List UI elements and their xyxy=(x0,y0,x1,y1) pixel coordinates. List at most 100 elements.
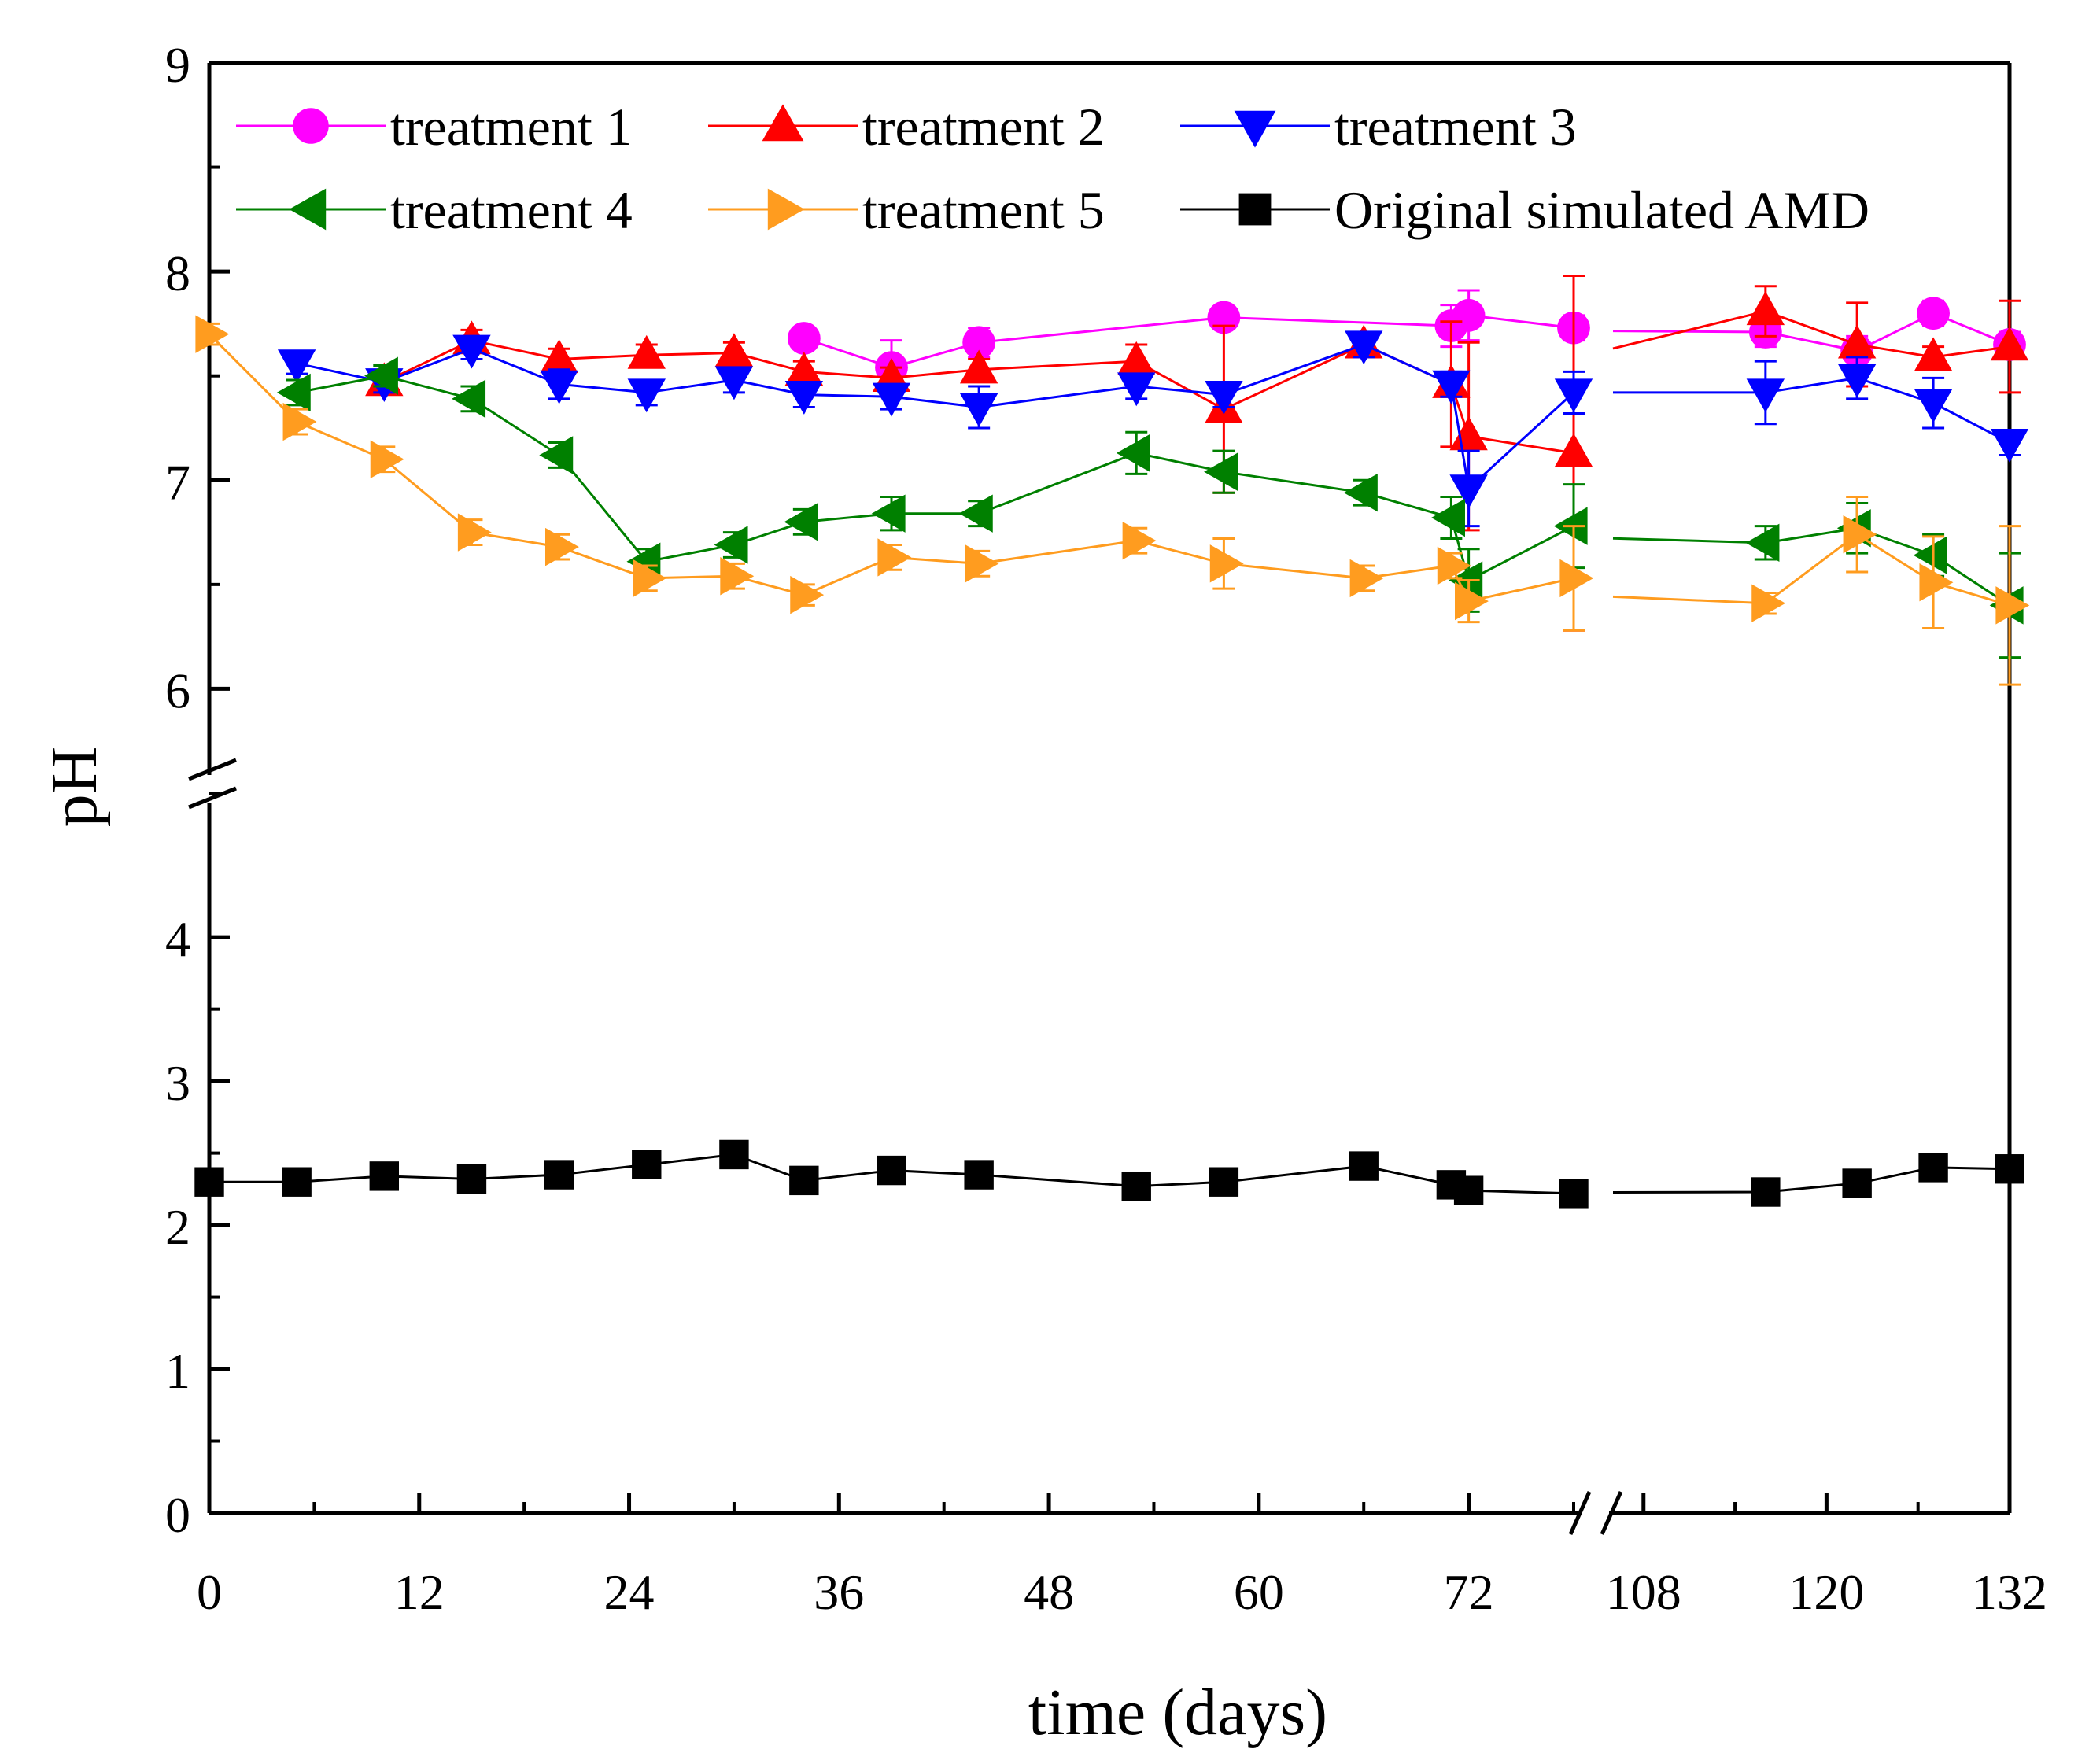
data-point-triangle-left xyxy=(539,436,574,474)
legend-item-original-simulated-amd: Original simulated AMD xyxy=(1180,180,1869,240)
data-point-triangle-right xyxy=(965,544,999,583)
data-point-triangle-down xyxy=(784,380,824,415)
data-point-triangle-left xyxy=(364,356,398,395)
series-line xyxy=(1612,533,2010,607)
data-point-triangle-up xyxy=(1990,327,2029,361)
data-point-triangle-down xyxy=(1205,380,1243,415)
data-point-triangle-down xyxy=(627,378,666,413)
legend-label: treatment 2 xyxy=(862,97,1105,157)
data-point-square xyxy=(719,1139,749,1170)
x-tick-label: 36 xyxy=(814,1564,864,1620)
series-line xyxy=(1612,1166,2010,1194)
data-point-triangle-right xyxy=(1437,546,1471,585)
data-point-square xyxy=(369,1161,400,1191)
legend-item-treatment-5: treatment 5 xyxy=(708,180,1105,240)
y-tick-label: 4 xyxy=(165,911,190,967)
x-tick-label: 0 xyxy=(197,1564,222,1620)
data-point-triangle-right xyxy=(877,538,912,577)
y-break-mark-2 xyxy=(188,786,237,810)
series-treatment-3 xyxy=(277,330,2029,528)
data-point-triangle-up xyxy=(540,339,578,374)
y-axis-label: pH xyxy=(38,747,111,828)
data-point-square xyxy=(1453,1175,1484,1205)
data-point-triangle-right xyxy=(790,575,825,614)
series-line xyxy=(1612,526,2010,607)
data-point-triangle-right xyxy=(1559,559,1594,598)
legend-item-treatment-3: treatment 3 xyxy=(1180,97,1577,157)
data-point-square xyxy=(282,1167,312,1197)
data-point-triangle-down xyxy=(452,334,491,369)
data-point-triangle-left xyxy=(714,526,748,564)
data-point-triangle-down xyxy=(1914,389,1953,423)
data-point-triangle-left xyxy=(1343,473,1378,512)
data-point-triangle-down xyxy=(1432,370,1471,404)
data-point-triangle-up xyxy=(959,349,998,384)
data-point-triangle-down xyxy=(277,349,316,384)
y-tick-label: 3 xyxy=(165,1055,190,1111)
data-point-triangle-left xyxy=(1116,434,1150,473)
data-point-circle xyxy=(962,326,996,360)
y-break-mark-1 xyxy=(188,758,237,781)
data-point-square xyxy=(1238,193,1272,226)
x-tick-label: 108 xyxy=(1606,1564,1681,1620)
y-tick-label: 6 xyxy=(165,662,190,718)
x-tick-label: 12 xyxy=(394,1564,445,1620)
data-point-triangle-up xyxy=(1914,337,1953,371)
data-point-triangle-left xyxy=(1913,536,1947,574)
data-point-triangle-right xyxy=(457,513,492,552)
data-point-triangle-down xyxy=(1837,364,1877,398)
data-point-triangle-left xyxy=(289,188,327,231)
data-point-triangle-left xyxy=(276,373,311,412)
data-point-triangle-right xyxy=(1995,586,2030,625)
series-original-simulated-amd xyxy=(194,1139,2024,1209)
data-point-triangle-left xyxy=(784,503,818,541)
series-layer xyxy=(194,274,2030,1209)
data-point-triangle-right xyxy=(1751,584,1786,622)
data-point-triangle-up xyxy=(627,334,666,369)
data-point-triangle-left xyxy=(452,379,486,419)
data-point-triangle-right xyxy=(195,315,230,353)
y-tick-label: 8 xyxy=(165,245,190,301)
y-tick-label: 0 xyxy=(165,1487,190,1543)
legend: treatment 1 treatment 2 treatment 3 treatme… xyxy=(236,97,1869,240)
data-point-triangle-right xyxy=(767,188,805,231)
data-point-triangle-up xyxy=(714,333,754,367)
data-point-triangle-up xyxy=(784,352,824,386)
series-line xyxy=(1613,376,2010,444)
legend-item-treatment-2: treatment 2 xyxy=(708,97,1105,157)
data-point-triangle-right xyxy=(370,440,404,478)
legend-label: Original simulated AMD xyxy=(1334,180,1869,240)
data-point-triangle-left xyxy=(871,494,906,533)
data-point-triangle-up xyxy=(762,104,804,142)
data-point-circle xyxy=(1452,298,1486,332)
legend-item-treatment-1: treatment 1 xyxy=(236,97,633,157)
data-point-triangle-right xyxy=(282,402,317,441)
data-point-triangle-left xyxy=(1745,523,1780,563)
data-point-triangle-up xyxy=(1117,341,1156,375)
data-point-triangle-right xyxy=(1349,559,1384,598)
legend-label: treatment 3 xyxy=(1334,97,1577,157)
data-point-square xyxy=(456,1164,487,1194)
data-point-triangle-up xyxy=(1837,324,1877,359)
y-tick-label: 9 xyxy=(165,37,190,93)
data-point-triangle-down xyxy=(714,366,754,400)
data-point-triangle-right xyxy=(1919,563,1954,602)
series-line xyxy=(1612,309,2010,359)
data-point-triangle-right xyxy=(1843,515,1877,554)
series-treatment-1 xyxy=(787,289,2026,397)
x-axis-label: time (days) xyxy=(1028,1676,1327,1749)
data-point-triangle-right xyxy=(1209,544,1244,583)
x-break-mark-2 xyxy=(1600,1490,1623,1536)
data-point-square xyxy=(964,1160,994,1190)
data-point-square xyxy=(1209,1167,1239,1197)
data-point-triangle-down xyxy=(959,393,998,427)
data-point-triangle-up xyxy=(1449,416,1488,451)
x-tick-label: 48 xyxy=(1024,1564,1074,1620)
data-point-square xyxy=(1121,1171,1151,1201)
y-tick-label: 2 xyxy=(165,1199,190,1255)
legend-item-treatment-4: treatment 4 xyxy=(236,180,633,240)
data-point-square xyxy=(1842,1168,1872,1198)
data-point-square xyxy=(1995,1154,2024,1184)
legend-label: treatment 1 xyxy=(390,97,633,157)
